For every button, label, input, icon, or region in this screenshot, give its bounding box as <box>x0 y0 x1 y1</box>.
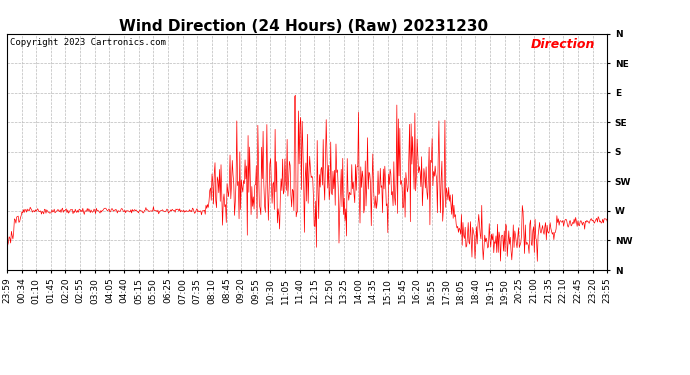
Text: Wind Direction (24 Hours) (Raw) 20231230: Wind Direction (24 Hours) (Raw) 20231230 <box>119 19 488 34</box>
Text: Direction: Direction <box>531 39 595 51</box>
Text: Copyright 2023 Cartronics.com: Copyright 2023 Cartronics.com <box>10 39 166 48</box>
